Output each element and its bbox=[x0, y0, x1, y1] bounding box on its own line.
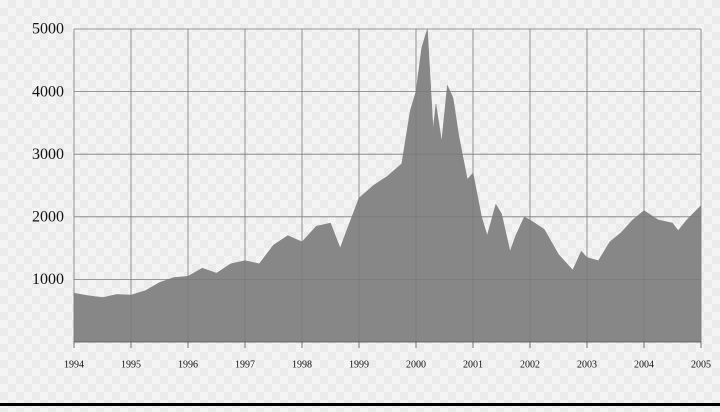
x-tick-label: 1999 bbox=[349, 359, 369, 370]
y-tick-label: 4000 bbox=[32, 83, 64, 100]
x-tick-label: 2004 bbox=[634, 359, 654, 370]
y-tick-label: 3000 bbox=[32, 146, 64, 163]
x-tick-label: 2001 bbox=[463, 359, 483, 370]
x-tick-label: 2005 bbox=[691, 359, 711, 370]
x-tick-label: 1994 bbox=[64, 359, 84, 370]
x-tick-label: 2002 bbox=[520, 359, 540, 370]
x-tick-label: 1998 bbox=[292, 359, 312, 370]
y-tick-label: 5000 bbox=[32, 21, 64, 38]
y-tick-label: 1000 bbox=[32, 271, 64, 288]
x-tick-label: 1997 bbox=[235, 359, 255, 370]
x-tick-label: 2003 bbox=[577, 359, 597, 370]
x-tick-label: 2000 bbox=[406, 359, 426, 370]
x-tick-label: 1996 bbox=[178, 359, 198, 370]
y-tick-label: 2000 bbox=[32, 208, 64, 225]
x-tick-label: 1995 bbox=[121, 359, 141, 370]
area bbox=[73, 28, 702, 343]
